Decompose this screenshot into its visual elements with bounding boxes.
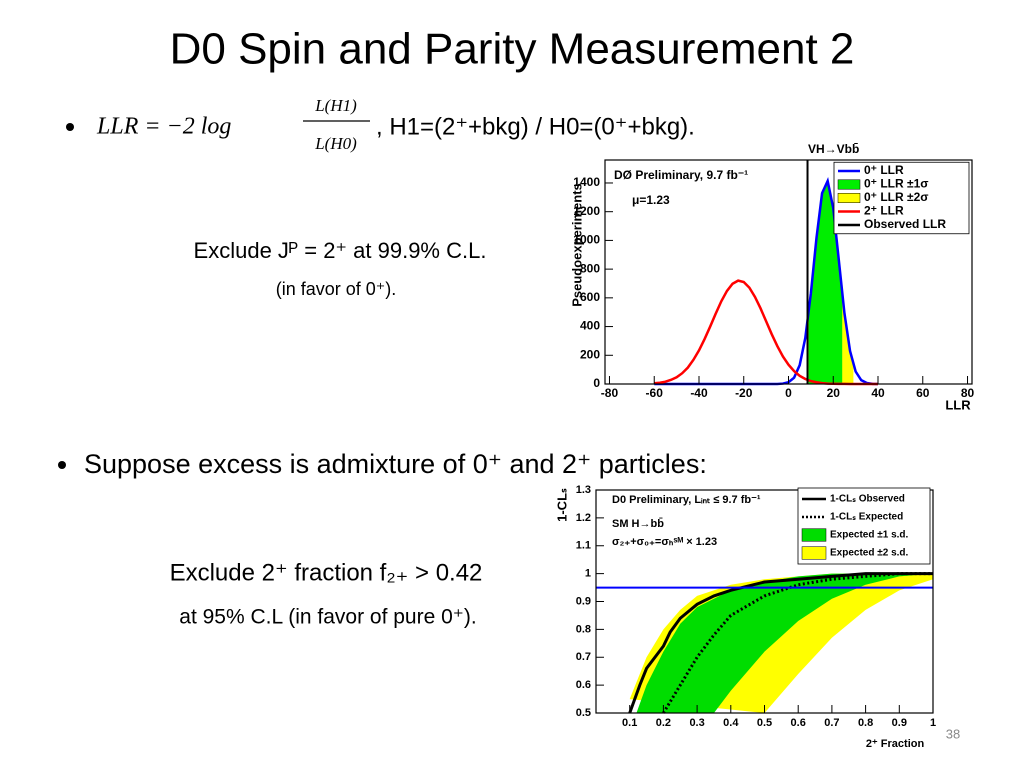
- chart-title: D0 Preliminary, Lᵢₙₜ ≤ 9.7 fb⁻¹: [612, 494, 761, 506]
- legend-label: Observed LLR: [864, 217, 946, 231]
- legend-label: 0⁺ LLR ±1σ: [864, 177, 928, 191]
- bullet: [58, 461, 66, 469]
- legend-swatch: [837, 193, 861, 203]
- y-tick-label: 1.1: [576, 540, 591, 552]
- x-tick-label: 0.8: [858, 717, 873, 729]
- y-tick-label: 400: [580, 319, 600, 333]
- legend-label: 2⁺ LLR: [864, 204, 904, 218]
- formula-lhs: LLR = −2 log: [96, 114, 231, 140]
- x-tick-label: -60: [646, 386, 664, 400]
- y-tick-label: 800: [580, 261, 600, 275]
- x-tick-label: 0.7: [824, 717, 839, 729]
- legend-label: 0⁺ LLR ±2σ: [864, 190, 928, 204]
- y-tick-label: 0: [593, 376, 600, 390]
- x-tick-label: 0.4: [723, 717, 739, 729]
- band: [636, 573, 933, 713]
- legend-label: Expected ±2 s.d.: [830, 548, 909, 559]
- result-text: Exclude Jᴾ = 2⁺ at 99.9% C.L.: [194, 238, 487, 263]
- result-text: at 95% C.L (in favor of pure 0⁺).: [179, 606, 476, 629]
- y-tick-label: 1200: [573, 204, 600, 218]
- result-text: (in favor of 0⁺).: [276, 279, 397, 299]
- x-tick-label: 0: [785, 386, 792, 400]
- y-tick-label: 1000: [573, 233, 600, 247]
- x-axis-label: LLR: [945, 397, 971, 412]
- x-tick-label: 0.2: [656, 717, 671, 729]
- annotation: VH→Vbb̄: [808, 142, 859, 156]
- slide-title: D0 Spin and Parity Measurement 2: [170, 25, 855, 74]
- x-tick-label: -80: [601, 386, 619, 400]
- x-tick-label: 40: [871, 386, 885, 400]
- y-tick-label: 0.5: [576, 707, 591, 719]
- y-tick-label: 0.9: [576, 595, 591, 607]
- chart-title: DØ Preliminary, 9.7 fb⁻¹: [614, 168, 748, 182]
- x-tick-label: 0.5: [757, 717, 772, 729]
- x-tick-label: 20: [827, 386, 841, 400]
- legend-label: 1-CLₛ Expected: [830, 512, 903, 523]
- x-tick-label: 0.1: [622, 717, 637, 729]
- x-tick-label: 1: [930, 717, 936, 729]
- y-tick-label: 1.2: [576, 512, 591, 524]
- hypotheses: , H1=(2⁺+bkg) / H0=(0⁺+bkg).: [376, 113, 695, 140]
- y-tick-label: 0.8: [576, 623, 591, 635]
- x-axis-label: 2⁺ Fraction: [866, 738, 925, 750]
- x-tick-label: -20: [735, 386, 753, 400]
- result-text: Exclude 2⁺ fraction f₂₊ > 0.42: [170, 559, 483, 586]
- legend-swatch: [801, 546, 827, 560]
- legend-label: Expected ±1 s.d.: [830, 530, 909, 541]
- annotation: σ₂₊+σ₀₊=σₕˢᴹ × 1.23: [612, 536, 717, 548]
- x-tick-label: -40: [690, 386, 708, 400]
- y-tick-label: 200: [580, 347, 600, 361]
- legend-swatch: [837, 179, 861, 190]
- y-tick-label: 1: [585, 568, 591, 580]
- formula-denominator: L(H0): [314, 134, 357, 153]
- y-tick-label: 1400: [573, 175, 600, 189]
- annotation: μ=1.23: [632, 193, 670, 207]
- legend-swatch: [801, 528, 827, 542]
- series-line: [628, 572, 933, 714]
- legend-label: 0⁺ LLR: [864, 163, 904, 177]
- legend-label: 1-CLₛ Observed: [830, 494, 905, 505]
- x-tick-label: 80: [961, 386, 975, 400]
- y-axis-label: 1-CLₛ: [554, 488, 569, 522]
- y-tick-label: 0.7: [576, 651, 591, 663]
- formula-numerator: L(H1): [314, 96, 357, 115]
- page-number: 38: [946, 726, 960, 741]
- bullet-text: Suppose excess is admixture of 0⁺ and 2⁺…: [84, 449, 707, 479]
- x-tick-label: 0.9: [892, 717, 907, 729]
- y-axis-label: Pseudoexperiments: [569, 183, 584, 307]
- bullet: [66, 123, 74, 131]
- series-line: [662, 572, 933, 714]
- y-tick-label: 600: [580, 290, 600, 304]
- x-tick-label: 0.6: [791, 717, 806, 729]
- y-tick-label: 1.3: [576, 484, 591, 496]
- y-tick-label: 0.6: [576, 679, 591, 691]
- x-tick-label: 0.3: [689, 717, 704, 729]
- annotation: SM H→bb̄: [612, 518, 664, 530]
- x-tick-label: 60: [916, 386, 930, 400]
